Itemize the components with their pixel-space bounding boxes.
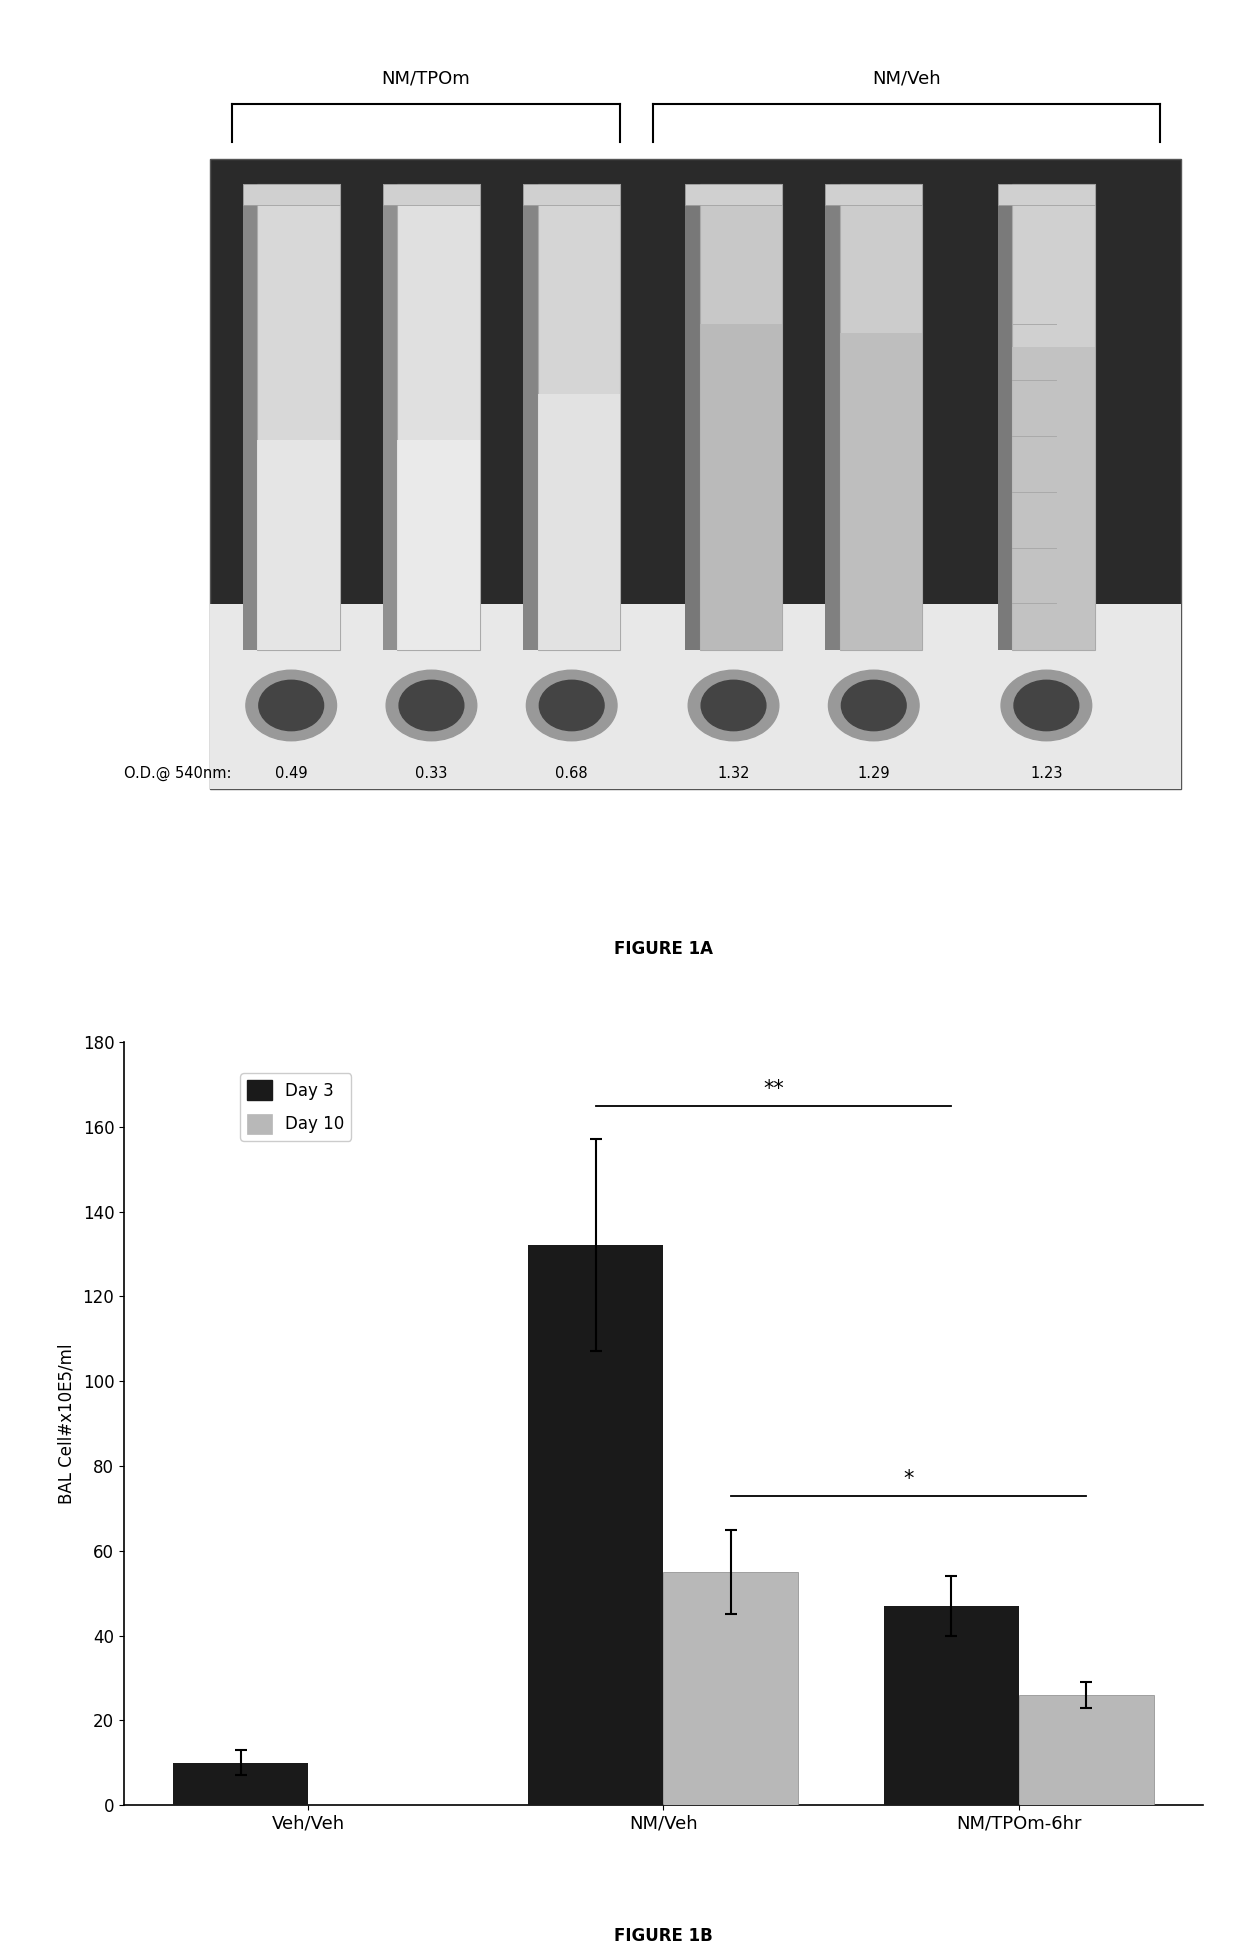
Text: 1.32: 1.32	[717, 767, 750, 782]
Text: 0.33: 0.33	[415, 767, 448, 782]
Bar	[1012, 184, 1095, 650]
Circle shape	[1001, 670, 1091, 741]
Circle shape	[259, 679, 324, 730]
Bar	[523, 184, 620, 206]
Text: FIGURE 1A: FIGURE 1A	[614, 939, 713, 957]
Circle shape	[399, 679, 464, 730]
Bar	[699, 184, 782, 650]
Bar	[528, 1246, 663, 1805]
Circle shape	[842, 679, 906, 730]
Bar	[684, 184, 699, 650]
Text: 1.23: 1.23	[1030, 767, 1063, 782]
Text: NM/Veh: NM/Veh	[872, 70, 940, 87]
Bar	[826, 184, 923, 206]
Bar	[998, 184, 1012, 650]
Text: FIGURE 1B: FIGURE 1B	[614, 1927, 713, 1941]
Text: 0.49: 0.49	[275, 767, 308, 782]
Text: NM/TPOm: NM/TPOm	[382, 70, 470, 87]
Circle shape	[246, 670, 336, 741]
Text: 1.29: 1.29	[857, 767, 890, 782]
Circle shape	[527, 670, 618, 741]
Circle shape	[828, 670, 919, 741]
Bar	[663, 1572, 799, 1805]
Bar	[839, 334, 923, 650]
Circle shape	[539, 679, 604, 730]
Bar	[839, 184, 923, 650]
Legend: Day 3, Day 10: Day 3, Day 10	[241, 1073, 351, 1141]
Bar	[1019, 1694, 1153, 1805]
Bar	[174, 1762, 308, 1805]
Bar	[538, 184, 620, 650]
Circle shape	[386, 670, 476, 741]
Text: *: *	[904, 1469, 914, 1489]
Bar	[243, 184, 340, 206]
Bar	[523, 184, 538, 650]
Text: **: **	[763, 1079, 784, 1099]
Circle shape	[701, 679, 766, 730]
Text: O.D.@ 540nm:: O.D.@ 540nm:	[124, 767, 232, 782]
Bar	[998, 184, 1095, 206]
Y-axis label: BAL Cell#x10E5/ml: BAL Cell#x10E5/ml	[57, 1343, 76, 1504]
Text: 0.68: 0.68	[556, 767, 588, 782]
Bar	[257, 184, 340, 650]
Bar	[1012, 347, 1095, 650]
Bar	[538, 394, 620, 650]
Bar	[699, 324, 782, 650]
Circle shape	[1014, 679, 1079, 730]
Bar	[884, 1605, 1019, 1805]
Circle shape	[688, 670, 779, 741]
Bar	[398, 184, 480, 650]
Bar	[684, 184, 782, 206]
Bar	[243, 184, 257, 650]
Bar	[398, 441, 480, 650]
Bar	[211, 159, 1182, 788]
Bar	[383, 184, 398, 650]
Bar	[826, 184, 839, 650]
Bar	[257, 441, 340, 650]
Bar	[383, 184, 480, 206]
Bar	[211, 604, 1182, 788]
